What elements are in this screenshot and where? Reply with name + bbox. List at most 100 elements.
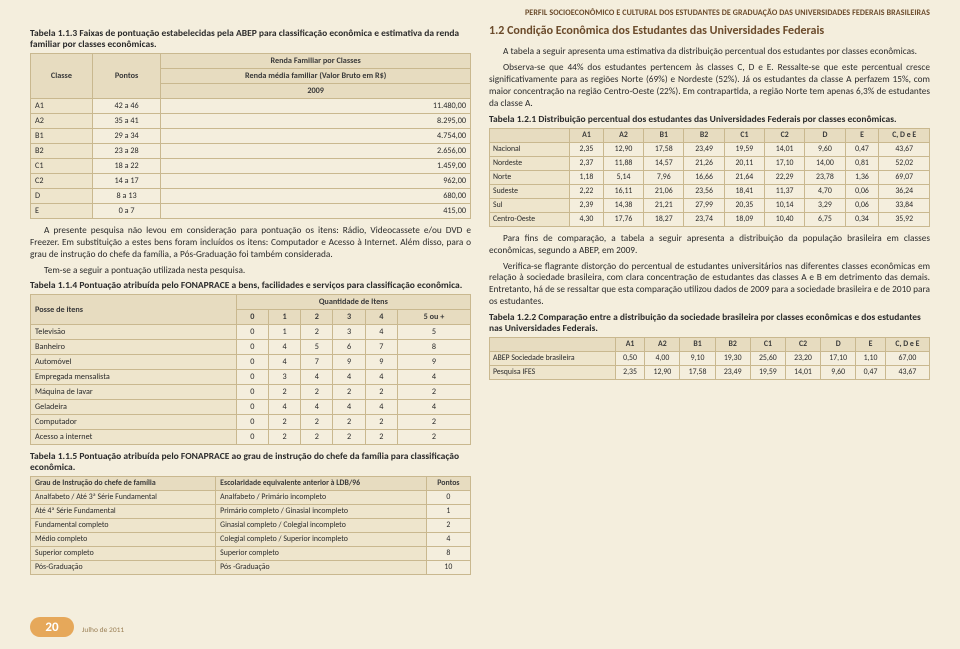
cell: 12,90 xyxy=(603,142,643,156)
cell: 0,06 xyxy=(845,198,879,212)
table-115: Grau de Instrução do chefe de família Es… xyxy=(30,476,471,575)
cell: 3,29 xyxy=(805,198,845,212)
table-row: Máquina de lavar022222 xyxy=(31,385,471,400)
table-114: Posse de itens Quantidade de Itens 01234… xyxy=(30,294,471,445)
cell: 23,78 xyxy=(805,170,845,184)
cell: 4,30 xyxy=(570,212,604,226)
cell: Analfabeto / Primário incompleto xyxy=(216,491,427,505)
cell: 4 xyxy=(398,370,471,385)
table-row: Pós-GraduaçãoPós -Graduação10 xyxy=(31,561,471,575)
cell: 12,90 xyxy=(645,365,680,379)
cell: 2 xyxy=(301,415,333,430)
cell: 14,01 xyxy=(785,365,820,379)
t114-qty-col: 3 xyxy=(333,310,365,325)
cell: 9 xyxy=(333,355,365,370)
cell: 2 xyxy=(398,385,471,400)
table-row: A142 a 4611.480,00 xyxy=(31,98,471,113)
t114-qty-col: 1 xyxy=(268,310,300,325)
table-row: Pesquisa IFES2,3512,9017,5823,4919,5914,… xyxy=(490,365,930,379)
cell: 17,76 xyxy=(603,212,643,226)
cell: 4 xyxy=(365,370,397,385)
cell: Nacional xyxy=(490,142,570,156)
cell: Televisão xyxy=(31,325,237,340)
cell: 1,10 xyxy=(856,351,886,365)
cell: E xyxy=(31,203,93,218)
cell: 20,11 xyxy=(724,156,764,170)
cell: Centro-Oeste xyxy=(490,212,570,226)
cell: Norte xyxy=(490,170,570,184)
cell: 2 xyxy=(365,385,397,400)
cell: 0 xyxy=(236,340,268,355)
col-header: C2 xyxy=(785,337,820,351)
table-row: B129 a 344.754,00 xyxy=(31,128,471,143)
para3: A tabela a seguir apresenta uma estimati… xyxy=(489,46,930,58)
cell: C1 xyxy=(31,158,93,173)
cell: 0,06 xyxy=(845,184,879,198)
t114-caption-text: Pontuação atribuída pelo FONAPRACE a ben… xyxy=(79,279,462,291)
table-121: A1A2B1B2C1C2DEC, D e E Nacional2,3512,90… xyxy=(489,128,930,227)
table-row: Sul2,3914,3821,2127,9920,3510,143,290,06… xyxy=(490,198,930,212)
col-header: C, D e E xyxy=(879,128,930,142)
cell: 0 a 7 xyxy=(92,203,160,218)
t114-qty-col: 4 xyxy=(365,310,397,325)
table-row: Centro-Oeste4,3017,7618,2723,7418,0910,4… xyxy=(490,212,930,226)
cell: 3 xyxy=(268,370,300,385)
table-row: D8 a 13680,00 xyxy=(31,188,471,203)
cell: 14,00 xyxy=(805,156,845,170)
t122-caption: Tabela 1.2.2 Comparação entre a distribu… xyxy=(489,312,930,334)
t113-h-year: 2009 xyxy=(161,83,471,98)
cell: 23,56 xyxy=(684,184,724,198)
cell: 42 a 46 xyxy=(92,98,160,113)
col-header: C2 xyxy=(765,128,805,142)
cell: Médio completo xyxy=(31,533,216,547)
para4: Observa-se que 44% dos estudantes perten… xyxy=(489,62,930,110)
cell: 21,21 xyxy=(644,198,684,212)
cell: 7,96 xyxy=(644,170,684,184)
t115-caption-text: Pontuação atribuída pelo FONAPRACE ao gr… xyxy=(30,450,459,473)
col-header xyxy=(490,128,570,142)
cell: 8 xyxy=(426,547,470,561)
table-row: Empregada mensalista034444 xyxy=(31,370,471,385)
cell: Máquina de lavar xyxy=(31,385,237,400)
cell: Até 4ª Série Fundamental xyxy=(31,505,216,519)
cell: 18,27 xyxy=(644,212,684,226)
cell: 33,84 xyxy=(879,198,930,212)
t114-caption: Tabela 1.1.4 Pontuação atribuída pelo FO… xyxy=(30,280,471,291)
cell: 23,20 xyxy=(785,351,820,365)
cell: Superior completo xyxy=(31,547,216,561)
cell: Analfabeto / Até 3ª Série Fundamental xyxy=(31,491,216,505)
t113-h-sub: Renda média familiar (Valor Bruto em R$) xyxy=(161,68,471,83)
cell: 9,60 xyxy=(805,142,845,156)
t113-caption-text: Faixas de pontuação estabelecidas pela A… xyxy=(30,27,459,50)
cell: 2 xyxy=(268,415,300,430)
cell: 5,14 xyxy=(603,170,643,184)
cell: 4 xyxy=(301,370,333,385)
cell: 6,75 xyxy=(805,212,845,226)
cell: 2 xyxy=(365,430,397,445)
cell: 2,35 xyxy=(570,142,604,156)
cell: 2 xyxy=(301,325,333,340)
cell: 4 xyxy=(398,400,471,415)
para5: Para fins de comparação, a tabela a segu… xyxy=(489,233,930,257)
cell: 52,02 xyxy=(879,156,930,170)
cell: 4,70 xyxy=(805,184,845,198)
cell: 2 xyxy=(398,430,471,445)
col-header: B1 xyxy=(680,337,715,351)
cell: Computador xyxy=(31,415,237,430)
cell: 2 xyxy=(426,519,470,533)
cell: 21,06 xyxy=(644,184,684,198)
cell: 35,92 xyxy=(879,212,930,226)
cell: 0 xyxy=(236,400,268,415)
cell: 0 xyxy=(236,355,268,370)
cell: 14,38 xyxy=(603,198,643,212)
left-column: Tabela 1.1.3 Faixas de pontuação estabel… xyxy=(30,24,471,581)
table-row: Acesso a internet022222 xyxy=(31,430,471,445)
cell: 2 xyxy=(333,385,365,400)
cell: 19,59 xyxy=(750,365,785,379)
cell: 4,00 xyxy=(645,351,680,365)
cell: 962,00 xyxy=(161,173,471,188)
cell: 1 xyxy=(268,325,300,340)
cell: 2 xyxy=(268,385,300,400)
cell: 18,41 xyxy=(724,184,764,198)
col-header: D xyxy=(821,337,856,351)
